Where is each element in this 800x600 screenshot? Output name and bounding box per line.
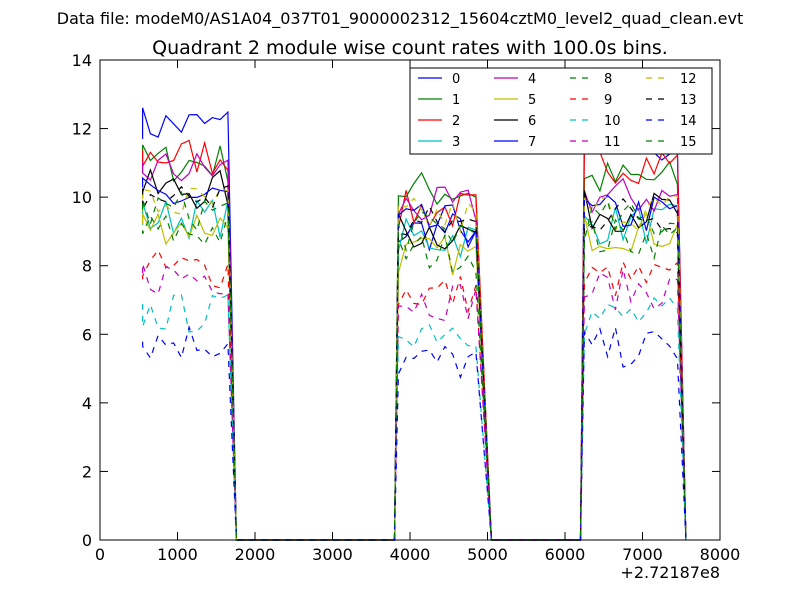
series-line-13 bbox=[142, 185, 687, 541]
legend-label-11: 11 bbox=[604, 135, 621, 150]
x-tick-label: 5000 bbox=[467, 545, 508, 564]
series-line-4 bbox=[142, 152, 687, 541]
legend-label-6: 6 bbox=[528, 114, 536, 129]
legend-label-13: 13 bbox=[680, 93, 697, 108]
series-line-1 bbox=[142, 144, 687, 541]
legend-label-7: 7 bbox=[528, 135, 536, 150]
x-tick-label: 8000 bbox=[700, 545, 741, 564]
figure-suptitle: Data file: modeM0/AS1A04_037T01_90000023… bbox=[57, 9, 743, 29]
series-line-7 bbox=[142, 176, 687, 541]
x-tick-label: 3000 bbox=[312, 545, 353, 564]
legend-box bbox=[409, 67, 713, 155]
series-line-11 bbox=[142, 263, 687, 541]
series-line-12 bbox=[142, 187, 687, 541]
x-tick-label: 0 bbox=[95, 545, 105, 564]
series-line-5 bbox=[142, 211, 687, 541]
legend-label-12: 12 bbox=[680, 72, 697, 87]
series-layer bbox=[142, 107, 687, 541]
legend-label-9: 9 bbox=[604, 93, 612, 108]
x-tick-label: 7000 bbox=[622, 545, 663, 564]
series-line-8 bbox=[142, 214, 687, 541]
legend-label-5: 5 bbox=[528, 93, 536, 108]
y-tick-label: 14 bbox=[72, 51, 92, 70]
legend-label-2: 2 bbox=[452, 114, 460, 129]
x-tick-label: 2000 bbox=[235, 545, 276, 564]
ticks-layer: 0 1000 2000 3000 4000 5000 6000 7000 80000246810… bbox=[72, 51, 741, 564]
series-line-2 bbox=[142, 139, 687, 541]
legend-label-1: 1 bbox=[452, 93, 460, 108]
series-line-14 bbox=[142, 324, 687, 541]
legend-label-3: 3 bbox=[452, 135, 460, 150]
x-tick-label: 1000 bbox=[157, 545, 198, 564]
y-tick-label: 4 bbox=[82, 394, 92, 413]
y-tick-label: 0 bbox=[82, 531, 92, 550]
legend-label-15: 15 bbox=[680, 135, 697, 150]
y-tick-label: 6 bbox=[82, 325, 92, 344]
x-tick-label: 6000 bbox=[545, 545, 586, 564]
chart-title: Quadrant 2 module wise count rates with … bbox=[152, 37, 668, 59]
legend-label-14: 14 bbox=[680, 114, 697, 129]
series-line-9 bbox=[142, 249, 687, 541]
y-tick-label: 12 bbox=[72, 120, 92, 139]
x-offset-label: +2.72187e8 bbox=[620, 563, 720, 582]
series-line-10 bbox=[142, 293, 687, 541]
x-tick-label: 4000 bbox=[390, 545, 431, 564]
y-tick-label: 10 bbox=[72, 188, 92, 207]
y-tick-label: 8 bbox=[82, 257, 92, 276]
legend-label-8: 8 bbox=[604, 72, 612, 87]
legend-label-4: 4 bbox=[528, 72, 536, 87]
y-tick-label: 2 bbox=[82, 462, 92, 481]
series-line-15 bbox=[142, 190, 687, 541]
legend-label-0: 0 bbox=[452, 72, 460, 87]
legend-label-10: 10 bbox=[604, 114, 621, 129]
